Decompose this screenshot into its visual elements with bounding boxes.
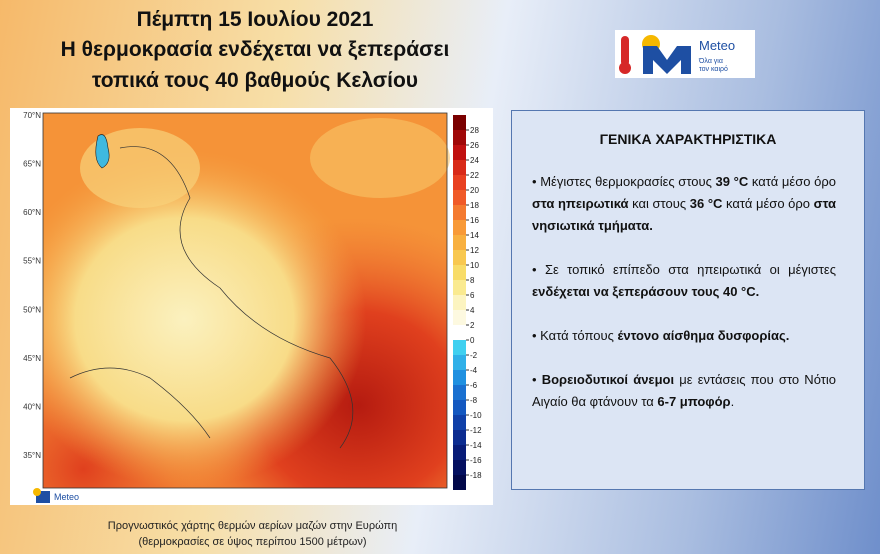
colorbar-band [453, 400, 466, 415]
info-panel: ΓΕΝΙΚΑ ΧΑΡΑΚΤΗΡΙΣΤΙΚΑ • Μέγιστες θερμοκρ… [511, 110, 865, 490]
colorbar-label: -12 [470, 426, 482, 435]
lat-label: 65°N [23, 160, 41, 169]
bullet-text: με εντάσεις που στο Νότιο Αιγαίο θα φτάν… [532, 372, 836, 409]
colorbar-label: 8 [470, 276, 475, 285]
colorbar-band [453, 445, 466, 460]
lat-label: 45°N [23, 354, 41, 363]
logo-slogan: τον καιρό [699, 65, 728, 73]
logo-slogan: Όλα για [698, 58, 723, 65]
colorbar-label: 16 [470, 216, 479, 225]
colorbar-label: 20 [470, 186, 479, 195]
bullet-text: στα νησιωτικά τμήματα. [532, 196, 836, 233]
colorbar-band [453, 340, 466, 355]
colorbar-label: -2 [470, 351, 478, 360]
caption: Προγνωστικός χάρτης θερμών αερίων μαζών … [107, 520, 398, 532]
bullet-text: κατά μέσο όρο [748, 174, 836, 189]
colorbar-label: 26 [470, 141, 479, 150]
colorbar-band [453, 415, 466, 430]
colorbar-label: 10 [470, 261, 479, 270]
map-logo: Meteo [54, 492, 79, 502]
title-line: Η θερμοκρασία ενδέχεται να ξεπεράσει [60, 38, 450, 61]
colorbar-band [453, 115, 466, 130]
logo: Meteo Όλα για τον καιρό [615, 30, 755, 78]
bullet: • Κατά τόπους έντονο αίσθημα δυσφορίας. [532, 328, 790, 343]
lat-label: 50°N [23, 305, 41, 314]
bullet-text: Κατά τόπους [540, 328, 618, 343]
lat-label: 35°N [23, 451, 41, 460]
panel-heading: ΓΕΝΙΚΑ ΧΑΡΑΚΤΗΡΙΣΤΙΚΑ [599, 131, 777, 147]
colorbar-label: 0 [470, 336, 475, 345]
colorbar-label: 28 [470, 126, 479, 135]
lat-label: 55°N [23, 257, 41, 266]
colorbar-label: 24 [470, 156, 479, 165]
colorbar-band [453, 355, 466, 370]
lat-label: 40°N [23, 402, 41, 411]
lat-label: 60°N [23, 208, 41, 217]
colorbar-band [453, 220, 466, 235]
title-line: Πέμπτη 15 Ιουλίου 2021 [136, 8, 374, 31]
colorbar-label: -14 [470, 441, 482, 450]
colorbar-label: -6 [470, 381, 478, 390]
bullet: • Σε τοπικό επίπεδο στα ηπειρωτικά οι μέ… [532, 262, 836, 299]
bullet-text: στα ηπειρωτικά [532, 196, 629, 211]
bullet-text: 6-7 μποφόρ [657, 394, 731, 409]
colorbar-band [453, 310, 466, 325]
bullet-text: 39 °C [715, 174, 749, 189]
bullet-text: ενδέχεται να ξεπεράσουν τους 40 °C. [532, 284, 760, 299]
colorbar-band [453, 205, 466, 220]
logo-name: Meteo [699, 38, 735, 53]
colorbar-label: -4 [470, 366, 478, 375]
colorbar-label: -8 [470, 396, 478, 405]
map-box: 28 26 24 22 20 18 16 14 12 10 8 6 4 2 0 -2 -4 -6 -8 -10 -12-… [10, 108, 493, 505]
bullet-text: και στους [628, 196, 690, 211]
lat-label: 70°N [23, 111, 41, 120]
bullet-text: . [730, 394, 735, 409]
colorbar-band [453, 280, 466, 295]
colorbar-band [453, 430, 466, 445]
colorbar-band [453, 250, 466, 265]
colorbar-label: 18 [470, 201, 479, 210]
map: 2826242220181614121086420-2-4-6-8-10-12-… [23, 111, 482, 503]
bullet: • Βορειοδυτικοί άνεμοι με εντάσεις που σ… [532, 372, 836, 409]
colorbar-band [453, 175, 466, 190]
colorbar-label: 22 [470, 171, 479, 180]
colorbar-band [453, 190, 466, 205]
logo-graphic: Meteo Όλα για τον καιρό [619, 35, 735, 74]
colorbar-label: 2 [470, 321, 475, 330]
bullet-text: Βορειοδυτικοί άνεμοι [541, 372, 675, 387]
colorbar-label: 12 [470, 246, 479, 255]
colorbar-band [453, 460, 466, 475]
colorbar-band [453, 160, 466, 175]
bullet-text: κατά μέσο όρο [722, 196, 814, 211]
colorbar-label: 14 [470, 231, 479, 240]
colorbar-label: 6 [470, 291, 475, 300]
bullet: • Μέγιστες θερμοκρασίες στους 39 °C κατά… [532, 174, 836, 233]
bullet-text: έντονο αίσθημα δυσφορίας. [617, 328, 790, 343]
bullet-text: 36 °C [689, 196, 723, 211]
colorbar-band [453, 475, 466, 490]
colorbar-label: -16 [470, 456, 482, 465]
title-line: τοπικά τους 40 βαθμούς Κελσίου [91, 69, 419, 92]
colorbar-label: 4 [470, 306, 475, 315]
colorbar-band [453, 295, 466, 310]
colorbar-label: -10 [470, 411, 482, 420]
bullet-text: Μέγιστες θερμοκρασίες στους [540, 174, 716, 189]
colorbar-band [453, 385, 466, 400]
colorbar-band [453, 265, 466, 280]
colorbar-band [453, 325, 466, 340]
caption: (θερμοκρασίες σε ύψος περίπου 1500 μέτρω… [138, 536, 367, 548]
bullet-text: Σε τοπικό επίπεδο στα ηπειρωτικά οι μέγι… [544, 262, 836, 277]
colorbar-band [453, 235, 466, 250]
colorbar-band [453, 370, 466, 385]
colorbar-label: -18 [470, 471, 482, 480]
colorbar-band [453, 145, 466, 160]
colorbar-band [453, 130, 466, 145]
